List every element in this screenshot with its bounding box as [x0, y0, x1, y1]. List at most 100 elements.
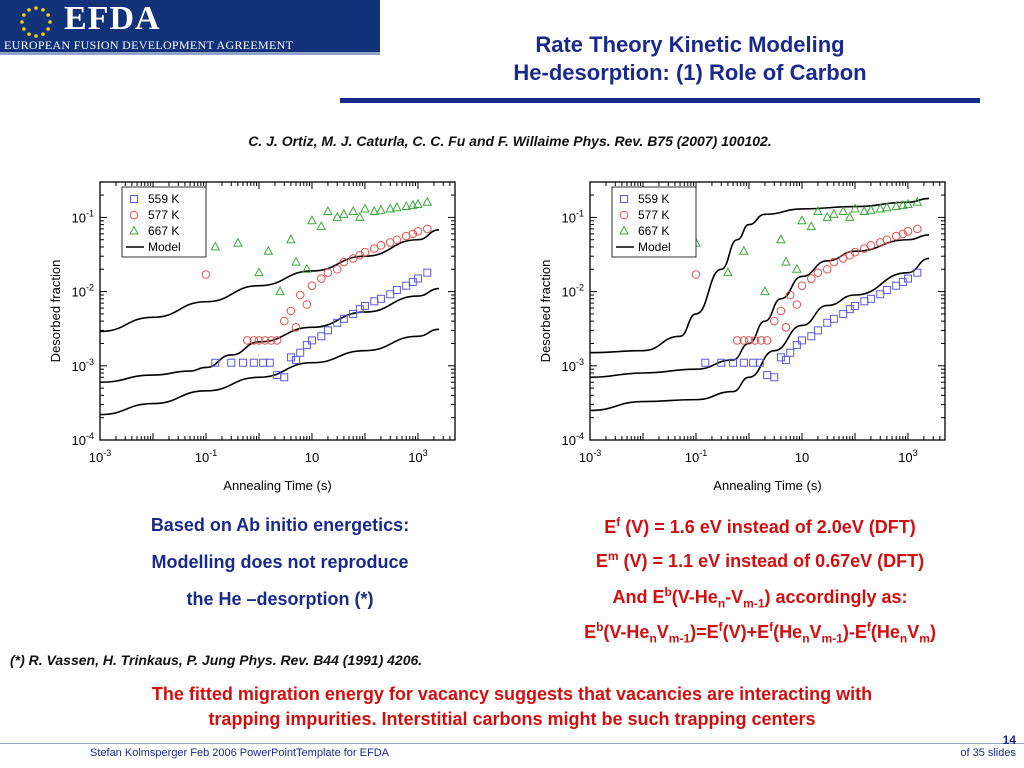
- citation: C. J. Ortiz, M. J. Caturla, C. C. Fu and…: [248, 133, 772, 149]
- data-point: [302, 300, 312, 309]
- em-rest: (V) = 1.1 eV instead of 0.67eV (DFT): [618, 551, 925, 571]
- formula-text: )=E: [690, 622, 719, 642]
- data-point: [413, 226, 423, 236]
- data-point: [838, 254, 848, 263]
- y-tick-exponent: -2: [576, 283, 584, 293]
- formula-text: (V-He: [603, 622, 650, 642]
- data-point: [401, 200, 412, 211]
- data-point: [912, 224, 922, 234]
- data-point: [275, 286, 285, 296]
- data-point: [286, 353, 295, 362]
- data-point: [866, 241, 876, 250]
- data-point: [370, 297, 379, 306]
- data-point: [807, 274, 816, 283]
- data-point: [286, 306, 296, 316]
- line3-part-b: (V-He: [671, 587, 718, 607]
- page-total: of 35 slides: [960, 747, 1016, 759]
- data-point: [423, 268, 432, 277]
- data-point: [850, 247, 860, 257]
- y-tick-label: 10-2: [562, 283, 584, 300]
- data-point: [797, 281, 807, 291]
- em-symbol: E: [595, 551, 608, 571]
- x-tick-label: 10-1: [195, 448, 217, 465]
- line3-part-d: ) accordingly as:: [764, 587, 908, 607]
- line3-sub1: n: [717, 596, 726, 611]
- data-point: [323, 205, 333, 216]
- data-point: [291, 256, 301, 266]
- binding-energy-line: And Eb(V-Hen-Vm-1) accordingly as:: [520, 585, 1000, 611]
- eu-star: [22, 13, 26, 17]
- legend-label: 667 K: [638, 224, 669, 238]
- y-tick-label: 10-3: [72, 357, 94, 374]
- legend-label: Model: [148, 240, 181, 254]
- data-point: [413, 198, 423, 208]
- conclusion-line2: trapping impurities. Interstitial carbon…: [208, 709, 816, 729]
- formula-text: ): [929, 622, 936, 642]
- data-point: [348, 205, 359, 216]
- legend-label: 559 K: [638, 192, 669, 206]
- legend-marker: [129, 225, 139, 235]
- eu-star: [27, 8, 31, 12]
- data-point: [770, 373, 779, 382]
- data-point: [866, 294, 875, 303]
- formula-sub: n: [802, 631, 810, 646]
- formula-text: (He: [870, 622, 900, 642]
- y-tick-label: 10-3: [562, 357, 584, 374]
- data-point: [295, 290, 305, 300]
- data-point: [376, 241, 386, 250]
- formula-text: (He: [773, 622, 803, 642]
- left-text-line1: Based on Ab initio energetics:: [150, 515, 410, 535]
- data-point: [845, 250, 855, 260]
- data-point: [866, 204, 876, 214]
- data-point: [882, 286, 891, 295]
- legend-label: 577 K: [148, 208, 179, 222]
- legend-marker: [619, 225, 629, 235]
- data-point: [813, 268, 823, 277]
- data-point: [823, 318, 832, 327]
- data-point: [776, 234, 786, 244]
- data-point: [792, 300, 802, 309]
- footer-divider: [0, 743, 1024, 744]
- data-point: [898, 229, 908, 239]
- data-point: [211, 358, 220, 367]
- y-axis-label: Desorbed fraction: [48, 260, 63, 363]
- data-point: [242, 336, 252, 345]
- data-point: [413, 274, 422, 283]
- plot-frame: [99, 181, 456, 441]
- data-point: [760, 286, 770, 296]
- legend-label: 559 K: [148, 192, 179, 206]
- data-point: [307, 336, 316, 345]
- data-point: [792, 341, 801, 350]
- data-point: [307, 215, 317, 225]
- data-point: [844, 211, 855, 221]
- data-point: [903, 226, 913, 236]
- data-point: [822, 264, 832, 274]
- x-tick-exponent: -3: [103, 448, 111, 458]
- data-point: [323, 268, 333, 277]
- left-text-line2: Modelling does not reproduce: [151, 552, 409, 572]
- data-point: [744, 336, 754, 345]
- footer-author: Stefan Kolmsperger Feb 2006 PowerPointTe…: [90, 747, 389, 759]
- formula-text: V: [656, 622, 669, 642]
- data-point: [349, 309, 358, 318]
- formula-sub: n: [649, 631, 657, 646]
- formula-text: E: [584, 622, 597, 642]
- data-point: [392, 202, 402, 212]
- formula-text: (V)+E: [722, 622, 770, 642]
- data-point: [339, 208, 349, 218]
- data-point: [369, 205, 380, 216]
- data-point: [769, 316, 779, 326]
- em-vacancy-line: Em (V) = 1.1 eV instead of 0.67eV (DFT): [520, 549, 1000, 572]
- data-point: [280, 373, 289, 382]
- data-point: [785, 290, 795, 300]
- x-tick-label: 10-1: [685, 448, 707, 465]
- data-point: [912, 196, 923, 206]
- data-point: [813, 205, 823, 216]
- data-point: [903, 274, 912, 283]
- legend-label: 577 K: [638, 208, 669, 222]
- y-tick-exponent: -3: [576, 357, 584, 367]
- reference-note: (*) R. Vassen, H. Trinkaus, P. Jung Phys…: [10, 652, 423, 668]
- data-point: [254, 336, 264, 345]
- data-point: [776, 306, 786, 316]
- y-tick-exponent: -3: [86, 357, 94, 367]
